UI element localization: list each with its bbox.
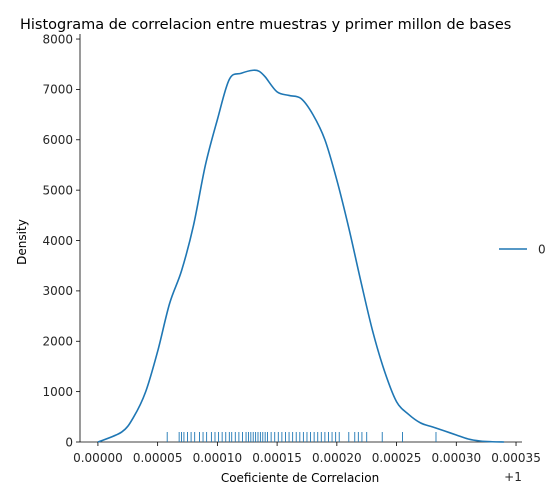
x-tick-label: 0.00030 xyxy=(431,451,481,465)
x-tick-label: 0.00015 xyxy=(252,451,302,465)
y-tick-label: 3000 xyxy=(42,284,73,298)
y-tick-label: 0 xyxy=(65,435,73,449)
y-tick-label: 2000 xyxy=(42,335,73,349)
y-tick-label: 1000 xyxy=(42,385,73,399)
x-tick-label: 0.00000 xyxy=(73,451,123,465)
x-tick-label: 0.00005 xyxy=(133,451,183,465)
y-ticks: 0 1000 2000 3000 4000 5000 6000 7000 8000 xyxy=(42,32,80,449)
y-tick-label: 6000 xyxy=(42,133,73,147)
kde-line xyxy=(97,69,505,443)
y-tick-label: 8000 xyxy=(42,32,73,46)
x-tick-label: 0.00035 xyxy=(491,451,541,465)
rug-marks xyxy=(166,432,437,442)
chart-title: Histograma de correlacion entre muestras… xyxy=(20,17,511,33)
x-offset-label: +1 xyxy=(504,470,522,484)
x-ticks: 0.00000 0.00005 0.00010 0.00015 0.00020 0.000… xyxy=(73,442,541,465)
y-tick-label: 4000 xyxy=(42,234,73,248)
x-axis-label: Coeficiente de Correlacion xyxy=(221,471,379,485)
legend: 0 xyxy=(499,243,546,257)
plot-area: 0 1000 2000 3000 4000 5000 6000 7000 8000 0.0000… xyxy=(42,32,540,465)
x-tick-label: 0.00010 xyxy=(193,451,243,465)
y-tick-label: 5000 xyxy=(42,183,73,197)
x-tick-label: 0.00020 xyxy=(312,451,362,465)
y-tick-label: 7000 xyxy=(42,83,73,97)
y-axis-label: Density xyxy=(15,219,29,265)
legend-label: 0 xyxy=(538,243,546,257)
x-tick-label: 0.00025 xyxy=(372,451,422,465)
